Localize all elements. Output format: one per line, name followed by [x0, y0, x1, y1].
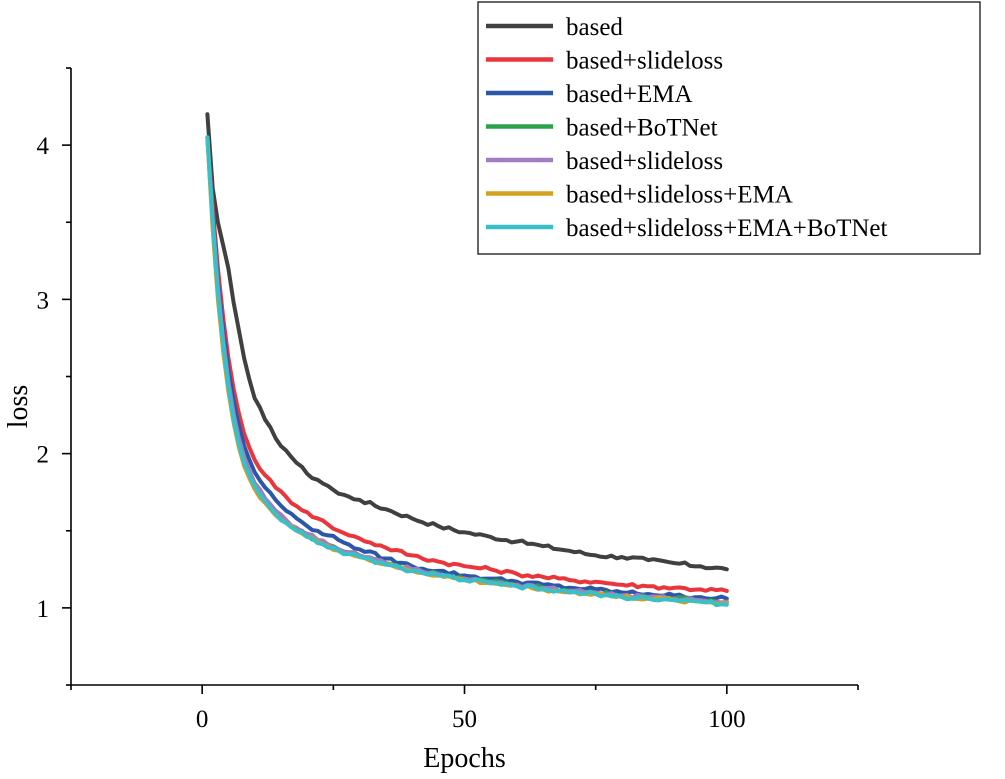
legend-label-2: based+EMA [566, 81, 693, 108]
legend-label-5: based+slideloss+EMA [566, 182, 793, 209]
x-tick-label-0: 0 [196, 706, 209, 733]
x-tick-label-100: 100 [708, 706, 746, 733]
legend: based based+slideloss based+EMA based+BoTNe… [477, 1, 981, 255]
series-line-0 [205, 112, 729, 572]
y-tick-label-1: 1 [37, 596, 50, 623]
plot-lines [205, 112, 729, 608]
legend-box [477, 1, 981, 255]
legend-label-6: based+slideloss+EMA+BoTNet [566, 215, 887, 242]
y-tick-label-2: 2 [37, 442, 50, 469]
series-line-1 [205, 135, 729, 593]
legend-label-0: based [566, 14, 623, 41]
legend-label-3: based+BoTNet [566, 115, 718, 142]
legend-label-4: based+slideloss [566, 148, 723, 175]
ticks: 0 50 100 1 2 3 4 [37, 67, 859, 733]
y-axis-title: loss [3, 385, 34, 429]
legend-label-1: based+slideloss [566, 48, 723, 75]
x-axis-title: Epochs [423, 743, 505, 774]
x-tick-label-50: 50 [452, 706, 477, 733]
series-line-6 [205, 135, 729, 608]
y-tick-label-3: 3 [37, 287, 50, 314]
y-tick-label-4: 4 [37, 133, 50, 160]
